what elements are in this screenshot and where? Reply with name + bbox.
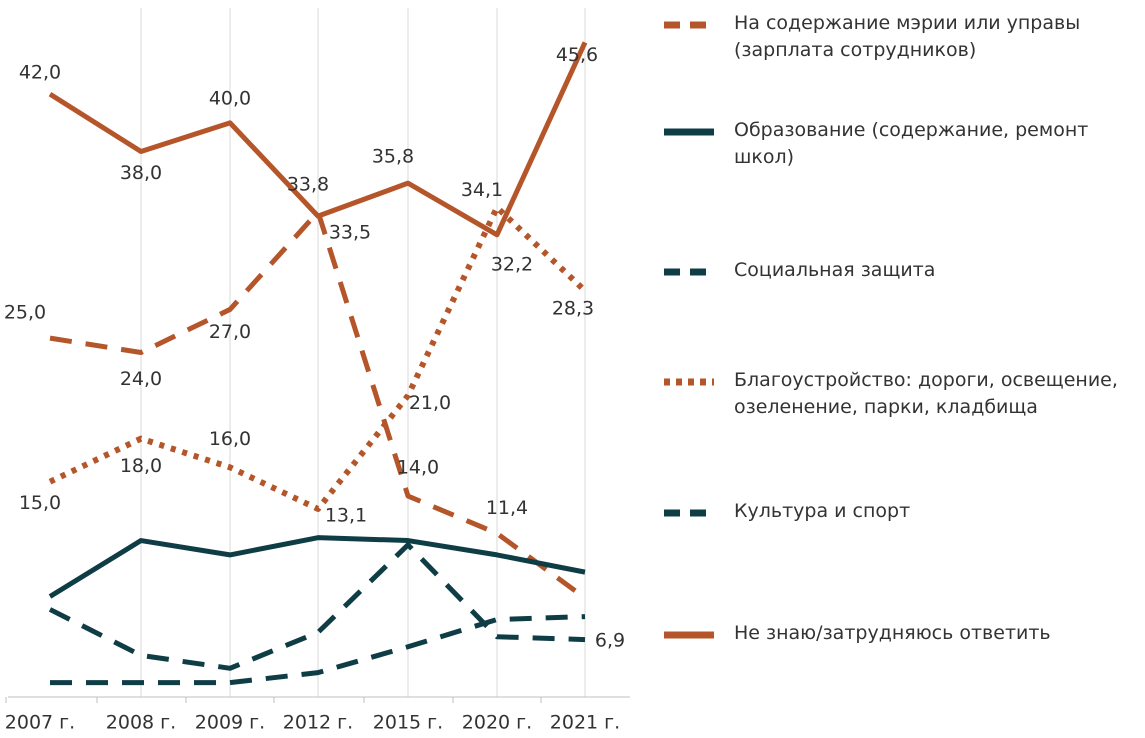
x-tick-label: 2007 г. <box>5 712 75 734</box>
x-tick-label: 2015 г. <box>373 712 443 734</box>
legend-item: На содержание мэрии или управы (зарплата… <box>660 10 1145 64</box>
series-line <box>50 614 586 686</box>
data-label: 35,8 <box>372 146 414 168</box>
legend-label: На содержание мэрии или управы (зарплата… <box>734 12 1081 61</box>
data-label: 34,1 <box>461 179 503 201</box>
chart: 2007 г. 2008 г. 2009 г. 2012 г. 2015 г. 2020 … <box>4 8 630 734</box>
legend-item: Благоустройство: дороги, освеще­ние, озе… <box>660 367 1145 421</box>
data-label: 33,8 <box>287 173 329 195</box>
legend-swatch <box>664 509 714 517</box>
x-tick-label: 2021 г. <box>550 712 620 734</box>
legend-label: Социальная защита <box>734 259 936 281</box>
data-label: 25,0 <box>4 302 46 324</box>
data-label: 27,0 <box>209 321 251 343</box>
data-label: 42,0 <box>19 62 61 84</box>
data-label: 45,6 <box>556 44 598 66</box>
data-label: 15,0 <box>19 492 61 514</box>
legend-swatch <box>664 128 714 136</box>
legend-swatch <box>664 631 714 639</box>
data-label: 18,0 <box>120 455 162 477</box>
data-label: 33,5 <box>329 222 371 244</box>
series-line <box>48 204 588 512</box>
legend-label: Не знаю/затрудняюсь ответить <box>734 622 1051 644</box>
data-label: 14,0 <box>397 457 439 479</box>
data-label: 11,4 <box>486 497 528 519</box>
data-label: 24,0 <box>120 368 162 390</box>
data-label: 16,0 <box>209 428 251 450</box>
series-line <box>48 535 586 599</box>
data-label: 40,0 <box>209 87 251 109</box>
legend-item: Социальная защита <box>660 257 1145 284</box>
x-tick-label: 2020 г. <box>462 712 532 734</box>
legend-label: Культура и спорт <box>734 500 911 522</box>
data-label: 21,0 <box>409 392 451 414</box>
data-label: 28,3 <box>552 297 594 319</box>
series-line <box>49 209 587 600</box>
series-line <box>48 542 586 671</box>
legend-swatch <box>664 378 714 386</box>
data-label: 32,2 <box>491 253 533 275</box>
legend-item: Образование (содержание, ремонт школ) <box>660 117 1145 171</box>
x-tick-label: 2009 г. <box>195 712 265 734</box>
series-line <box>48 41 588 238</box>
data-label: 6,9 <box>595 629 625 651</box>
legend-swatch <box>664 268 714 276</box>
data-label: 13,1 <box>325 504 367 526</box>
legend-swatch <box>664 21 714 29</box>
x-tick-label: 2012 г. <box>283 712 353 734</box>
legend-label: Образование (содержание, ремонт школ) <box>734 119 1089 168</box>
legend-item: Культура и спорт <box>660 498 1145 525</box>
data-label: 38,0 <box>120 162 162 184</box>
x-tick-label: 2008 г. <box>106 712 176 734</box>
legend-item: Не знаю/затрудняюсь ответить <box>660 620 1145 647</box>
legend-label: Благоустройство: дороги, освеще­ние, озе… <box>734 369 1118 418</box>
